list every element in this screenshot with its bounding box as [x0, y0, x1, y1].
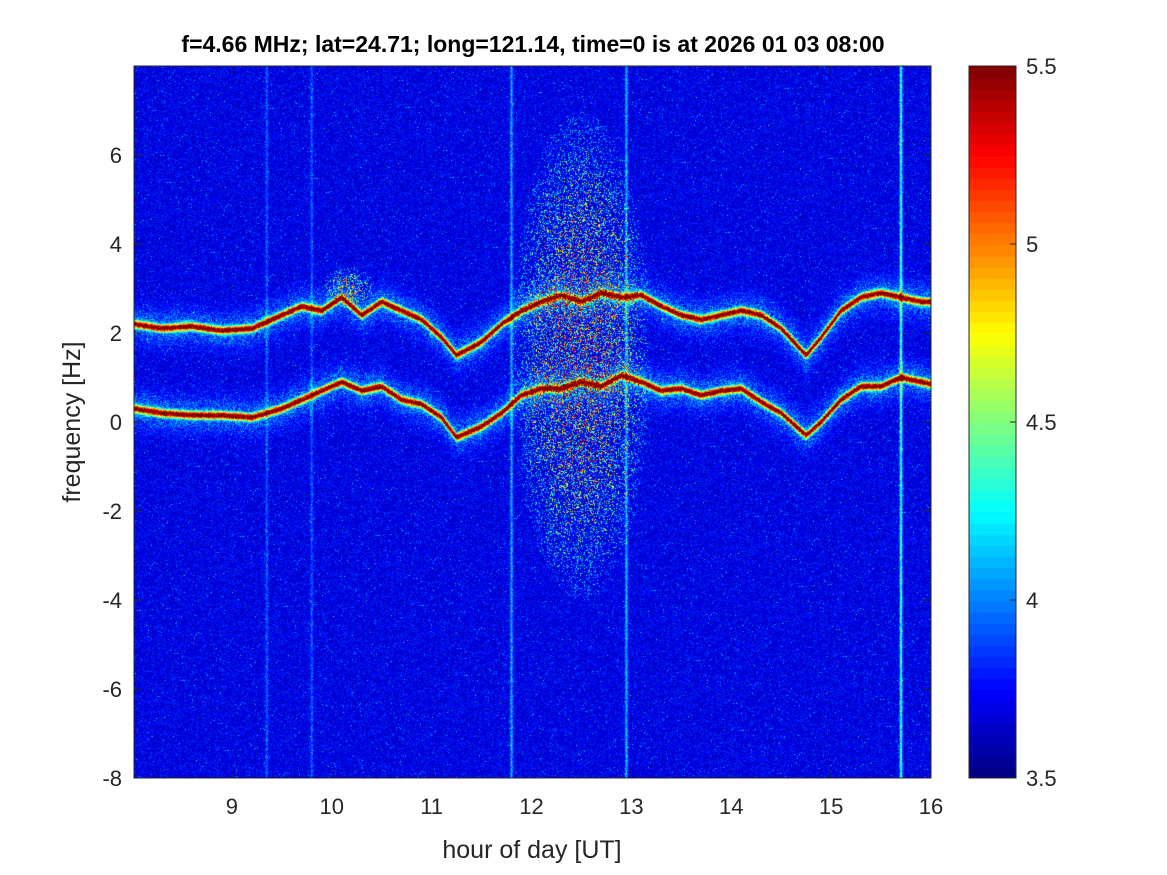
y-tick-label: 0 [110, 410, 122, 435]
x-tick-label: 9 [226, 794, 238, 819]
colorbar-tick-label: 5 [1026, 232, 1038, 257]
y-tick-label: 4 [110, 232, 122, 257]
y-tick-label: -6 [102, 677, 122, 702]
y-tick-label: 6 [110, 143, 122, 168]
spectrogram-heatmap [134, 66, 931, 778]
chart-title: f=4.66 MHz; lat=24.71; long=121.14, time… [181, 31, 884, 57]
x-tick-label: 15 [819, 794, 843, 819]
x-tick-label: 12 [519, 794, 543, 819]
x-axis-ticks: 9 10 11 12 13 14 15 16 [226, 66, 943, 819]
colorbar-tick-label: 4 [1026, 588, 1038, 613]
y-axis-label: frequency [Hz] [58, 341, 86, 502]
y-tick-label: -4 [102, 588, 122, 613]
x-tick-label: 11 [420, 794, 443, 819]
plot-frame [133, 65, 1017, 779]
y-tick-label: 2 [110, 321, 122, 346]
plot-border [133, 65, 932, 779]
colorbar-ticks: 3.5 4 4.5 5 5.5 [1010, 54, 1057, 791]
colorbar-tick-label: 4.5 [1026, 410, 1057, 435]
x-tick-label: 13 [619, 794, 643, 819]
colorbar-gradient [969, 66, 1016, 778]
y-tick-label: -8 [102, 766, 122, 791]
x-tick-label: 10 [320, 794, 344, 819]
y-axis-ticks: -8 -6 -4 -2 0 2 4 6 [102, 143, 931, 791]
x-axis-label: hour of day [UT] [442, 836, 621, 864]
colorbar-tick-label: 5.5 [1026, 54, 1057, 79]
x-tick-label: 16 [919, 794, 943, 819]
y-tick-label: -2 [102, 499, 122, 524]
x-tick-label: 14 [719, 794, 743, 819]
colorbar-border [968, 65, 1017, 779]
colorbar-tick-label: 3.5 [1026, 766, 1057, 791]
